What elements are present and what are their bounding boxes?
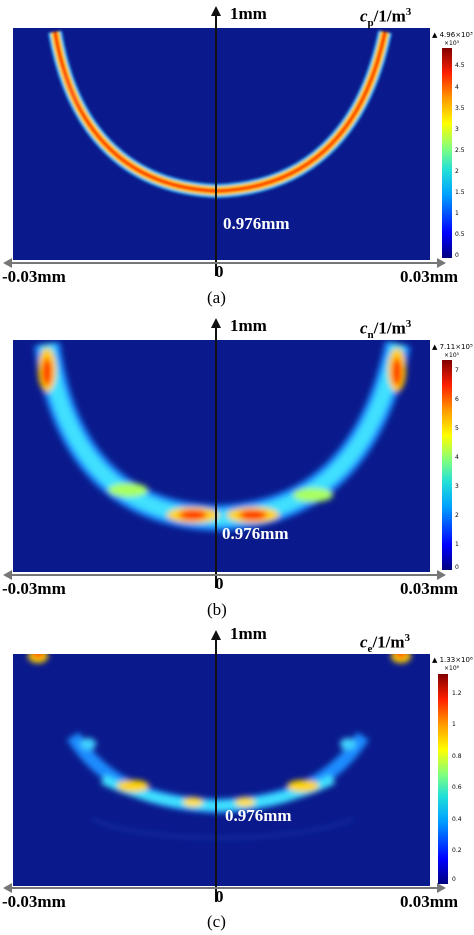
- depth-label-a: 0.976mm: [223, 214, 290, 233]
- quantity-label-a: cp/1/m3: [360, 6, 411, 29]
- colorbar-tick: 4.5: [455, 62, 465, 69]
- x-right-label-b: 0.03mm: [400, 579, 459, 598]
- colorbar-tick: 0: [455, 252, 459, 259]
- caption-c: (c): [207, 912, 226, 931]
- quantity-power-a: 3: [405, 6, 412, 18]
- x-axis-right-arrow-c: [437, 883, 446, 893]
- colorbar-tick: 3: [455, 126, 459, 133]
- x-center-label-b: 0: [215, 574, 224, 593]
- top-label-b: 1mm: [230, 316, 267, 335]
- depth-label-c: 0.976mm: [225, 806, 292, 825]
- colorbar-tick: 3.5: [455, 105, 465, 112]
- field-map-a: [48, 30, 392, 199]
- x-right-label-a: 0.03mm: [400, 267, 459, 286]
- colorbar-tick: 6: [455, 396, 459, 403]
- x-axis-b: [10, 574, 438, 576]
- quantity-subscript-c: e: [367, 643, 373, 656]
- depth-axis-arrow-b: [211, 318, 221, 328]
- colorbar-tick: 1: [455, 210, 459, 217]
- panel-b: 1mm 0.976mm -0.03mm 0 0.03mm cn/1/m3 ▲ 7…: [0, 312, 474, 622]
- quantity-symbol-c: c: [360, 632, 368, 652]
- colorbar-b: [442, 360, 452, 570]
- quantity-label-b: cn/1/m3: [360, 318, 411, 341]
- depth-label-b: 0.976mm: [222, 524, 289, 543]
- colorbar-tick: 1: [452, 721, 456, 728]
- x-axis-a: [10, 262, 438, 264]
- colorbar-tick: 2: [455, 512, 459, 519]
- colorbar-tick: 1.5: [455, 189, 465, 196]
- field-map-b: [34, 341, 411, 532]
- colorbar-c: [438, 674, 448, 884]
- colorbar-tick: 1: [455, 541, 459, 548]
- quantity-symbol-b: c: [360, 318, 368, 338]
- colorbar-tick: 0: [455, 564, 459, 571]
- colorbar-exponent-b: ×10⁵: [444, 352, 460, 359]
- colorbar-tick: 1.2: [452, 690, 462, 697]
- colorbar-tick: 0.6: [452, 784, 462, 791]
- depth-axis-b: [215, 326, 217, 588]
- field-plot-c: [13, 654, 430, 886]
- top-label-c: 1mm: [230, 624, 267, 643]
- x-axis-left-arrow-c: [3, 883, 12, 893]
- x-center-label-c: 0: [215, 887, 224, 906]
- top-label-a: 1mm: [230, 4, 267, 23]
- quantity-unit-a: /1/m: [373, 6, 406, 26]
- x-axis-right-arrow-b: [437, 570, 446, 580]
- x-right-label-c: 0.03mm: [400, 892, 459, 911]
- colorbar-tick: 3: [455, 483, 459, 490]
- colorbar-tick: 2.5: [455, 147, 465, 154]
- x-left-label-a: -0.03mm: [2, 267, 66, 286]
- colorbar-a: [442, 48, 452, 258]
- colorbar-tick: 0.8: [452, 753, 462, 760]
- x-center-label-a: 0: [215, 262, 224, 281]
- panel-a: 1mm 0.976mm -0.03mm 0 0.03mm cp/1/m3 ▲ 4…: [0, 0, 474, 310]
- colorbar-exponent-c: ×10⁶: [444, 665, 460, 672]
- depth-axis-c: [215, 638, 217, 902]
- quantity-unit-c: /1/m: [372, 632, 405, 652]
- field-plot-b: [13, 340, 430, 572]
- colorbar-tick: 0: [452, 876, 456, 883]
- x-left-label-b: -0.03mm: [2, 579, 66, 598]
- colorbar-tick: 0.4: [452, 816, 462, 823]
- x-axis-c: [10, 887, 438, 889]
- quantity-subscript-b: n: [367, 329, 374, 342]
- colorbar-tick: 0.5: [455, 231, 465, 238]
- colorbar-max-c: ▲ 1.33×10⁶: [432, 656, 473, 664]
- colorbar-exponent-a: ×10³: [444, 40, 460, 47]
- quantity-symbol-a: c: [360, 6, 368, 26]
- colorbar-tick: 0.2: [452, 847, 462, 854]
- colorbar-tick: 2: [455, 168, 459, 175]
- caption-b: (b): [207, 600, 227, 619]
- colorbar-tick: 4: [455, 84, 459, 91]
- quantity-label-c: ce/1/m3: [360, 632, 410, 655]
- panel-c: 1mm 0.976mm -0.03mm 0 0.03mm ce/1/m3 ▲ 1…: [0, 624, 474, 935]
- colorbar-tick: 5: [455, 425, 459, 432]
- quantity-power-b: 3: [405, 318, 412, 330]
- depth-axis-arrow-a: [211, 6, 221, 16]
- depth-axis-arrow-c: [211, 630, 221, 640]
- x-left-label-c: -0.03mm: [2, 892, 66, 911]
- caption-a: (a): [207, 288, 226, 307]
- colorbar-max-b: ▲ 7.11×10⁵: [432, 343, 473, 351]
- quantity-unit-b: /1/m: [373, 318, 406, 338]
- x-axis-left-arrow-b: [3, 570, 12, 580]
- quantity-power-c: 3: [404, 632, 411, 644]
- colorbar-max-a: ▲ 4.96×10³: [432, 31, 473, 39]
- colorbar-tick: 4: [455, 454, 459, 461]
- depth-axis-a: [215, 14, 217, 276]
- field-map-c: [28, 654, 411, 839]
- quantity-subscript-a: p: [367, 17, 374, 30]
- colorbar-tick: 7: [455, 367, 459, 374]
- field-plot-a: [13, 28, 430, 260]
- x-axis-right-arrow-a: [437, 258, 446, 268]
- x-axis-left-arrow-a: [3, 258, 12, 268]
